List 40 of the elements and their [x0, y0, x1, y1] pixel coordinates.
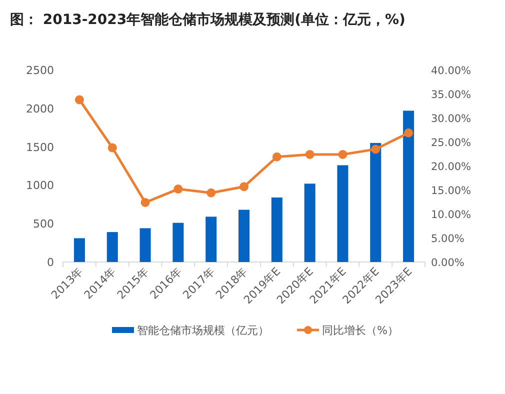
bar — [271, 197, 282, 262]
y2-tick-label: 0.00% — [431, 257, 464, 269]
point — [240, 182, 248, 192]
point — [371, 144, 380, 154]
point — [140, 198, 150, 207]
y2-tick-label: 20.00% — [431, 161, 472, 173]
y2-tick-label: 10.00% — [431, 209, 472, 221]
point — [74, 95, 84, 104]
point — [305, 150, 314, 159]
y-tick-label: 2000 — [26, 102, 54, 116]
point — [338, 150, 348, 159]
y2-tick-label: 40.00% — [431, 65, 472, 77]
legend-label: 智能仓储市场规模（亿元） — [137, 324, 269, 337]
point — [108, 143, 117, 152]
bar — [304, 184, 316, 262]
bar — [206, 216, 217, 262]
bar — [370, 142, 382, 262]
point — [404, 128, 414, 138]
bar — [337, 165, 348, 262]
bar — [172, 222, 184, 262]
y-tick-label: 2500 — [26, 64, 54, 77]
bar — [106, 232, 118, 262]
y2-tick-label: 15.00% — [431, 185, 472, 197]
point — [272, 152, 282, 162]
y2-tick-label: 35.00% — [431, 89, 472, 101]
y-tick-label: 1000 — [26, 179, 54, 192]
y2-tick-label: 5.00% — [431, 233, 464, 245]
bar — [74, 238, 85, 262]
y2-tick-label: 30.00% — [431, 113, 472, 125]
y-tick-label: 1500 — [26, 140, 54, 154]
point — [206, 188, 216, 198]
point — [174, 184, 183, 194]
bar — [238, 210, 250, 262]
y-tick-label: 500 — [33, 218, 54, 231]
bar — [403, 110, 414, 262]
bar — [140, 228, 151, 262]
y-tick-label: 0 — [47, 256, 54, 269]
y2-tick-label: 25.00% — [431, 137, 472, 149]
legend-label: 同比增长（%） — [322, 324, 398, 337]
chart-title: 图： 2013-2023年智能仓储市场规模及预测(单位：亿元，%) — [10, 11, 406, 28]
